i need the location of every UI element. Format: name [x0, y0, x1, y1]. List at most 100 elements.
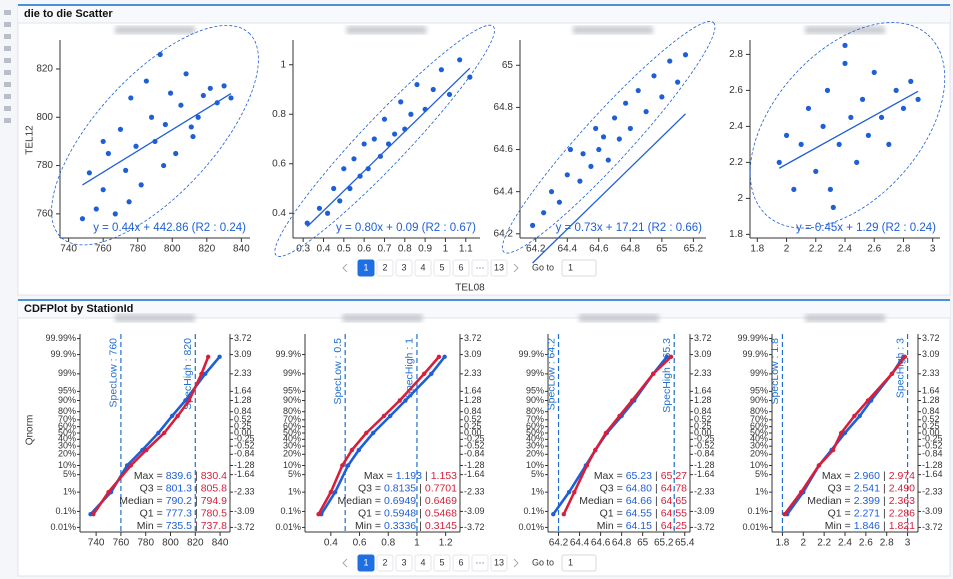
- page-button[interactable]: [395, 259, 413, 277]
- x-tick-label: 64.2: [549, 538, 569, 549]
- stat-separator: |: [655, 495, 658, 507]
- page-number: ···: [476, 262, 485, 272]
- point: [564, 172, 570, 178]
- y-tick-label: 65: [502, 60, 514, 71]
- page-button[interactable]: [376, 554, 394, 572]
- icon[interactable]: [4, 46, 11, 51]
- trendline-label: y = 0.80x + 0.09 (R2 : 0.67): [336, 222, 476, 234]
- chart: 64.2 64.4 64.6 64.8 65 65.2 65.40.01%0.1%1%5%1…: [518, 314, 715, 549]
- point: [871, 69, 877, 75]
- y2-tick-label: -1.64: [922, 469, 943, 479]
- point: [798, 141, 804, 147]
- stat-row: Min = 0.3336 | 0.3145: [355, 520, 457, 532]
- page-button[interactable]: [357, 554, 375, 572]
- stat-value: 780.5: [201, 507, 227, 519]
- y2-tick-label: -0.84: [234, 449, 255, 459]
- stat-separator: |: [883, 482, 886, 494]
- cdf-point: [186, 398, 192, 403]
- cdf-point: [551, 512, 556, 517]
- prev-page[interactable]: [342, 558, 348, 568]
- page-button[interactable]: [452, 259, 470, 277]
- chart-title-blurred: [805, 26, 885, 34]
- icon[interactable]: [4, 94, 11, 99]
- y-axis-label: TEL12: [25, 125, 36, 155]
- icon[interactable]: [4, 82, 11, 87]
- page-button[interactable]: [490, 554, 508, 572]
- y2-tick-label: 0.52: [234, 414, 252, 424]
- x-tick-label: 3: [905, 538, 911, 549]
- y-tick-label: 1%: [288, 487, 301, 497]
- spec-label: SpecHigh : 65.3: [661, 338, 673, 413]
- page-button[interactable]: [414, 259, 432, 277]
- stat-value: 735.5: [166, 520, 192, 532]
- y-tick-label: 99.99%: [737, 333, 768, 343]
- point: [830, 204, 836, 210]
- next-page[interactable]: [513, 263, 519, 273]
- page-button[interactable]: [433, 259, 451, 277]
- stat-value: 2.286: [889, 507, 915, 519]
- goto-input[interactable]: [561, 259, 597, 277]
- prev-page[interactable]: [342, 263, 348, 273]
- y-tick-label: 0.01%: [742, 522, 768, 532]
- page-button[interactable]: [433, 554, 451, 572]
- goto-input[interactable]: [561, 554, 597, 572]
- stat-value: 2.363: [889, 495, 915, 507]
- point: [438, 67, 444, 73]
- y2-tick-label: -0.84: [922, 449, 943, 459]
- point: [588, 163, 594, 169]
- page-button[interactable]: [357, 259, 375, 277]
- stat-row: Q1 = 64.55 | 64.55: [600, 507, 688, 519]
- page-button[interactable]: [395, 554, 413, 572]
- stat-row: Max = 2.960 | 2.974: [822, 470, 915, 482]
- cdf-point: [349, 447, 355, 453]
- y2-tick-label: 2.33: [694, 368, 712, 378]
- stat-label: Q1 =: [600, 507, 623, 519]
- icon[interactable]: [4, 70, 11, 75]
- icon[interactable]: [4, 22, 11, 27]
- spec-label: SpecHigh : 3: [894, 338, 906, 398]
- cdf-point: [830, 447, 836, 453]
- stat-value: 801.3: [166, 482, 192, 494]
- x-tick-label: 1: [443, 244, 449, 255]
- chart: 740 760 780 800 820 840 0.01% 0.1% 1% 5%10%20%30%…: [45, 314, 255, 549]
- y2-tick-label: -1.28: [694, 460, 715, 470]
- next-page[interactable]: [513, 558, 519, 568]
- icon[interactable]: [4, 118, 11, 123]
- y-tick-label: 1: [280, 59, 286, 70]
- stat-label: Median =: [579, 495, 623, 507]
- page-button[interactable]: [376, 259, 394, 277]
- y-tick-label: 70%: [750, 414, 768, 424]
- cdf-point: [442, 354, 447, 360]
- stat-separator: |: [195, 520, 198, 532]
- x-tick-label: 2: [784, 244, 790, 255]
- x-tick-label: 2.6: [859, 538, 873, 549]
- stat-value: 2.490: [889, 482, 915, 494]
- x-tick-label: 800: [164, 244, 181, 255]
- icon[interactable]: [4, 34, 11, 39]
- y2-tick-label: 1.28: [922, 395, 940, 405]
- page-button[interactable]: [471, 554, 489, 572]
- point: [377, 153, 384, 159]
- point: [836, 141, 842, 147]
- y2-tick-label: 0.00: [922, 427, 940, 437]
- page-button[interactable]: [452, 554, 470, 572]
- icon[interactable]: [4, 106, 11, 111]
- page-button[interactable]: [414, 554, 432, 572]
- page-button[interactable]: [490, 259, 508, 277]
- icon[interactable]: [4, 10, 11, 15]
- stat-row: Max = 1.193 | 1.153: [364, 470, 457, 482]
- point: [611, 115, 618, 121]
- page-number: ···: [476, 557, 485, 567]
- cdf-point: [584, 463, 590, 468]
- y-tick-label: 0.1%: [280, 506, 301, 516]
- point: [530, 222, 536, 228]
- y-tick-label: 95%: [750, 386, 768, 396]
- cdf-point: [436, 354, 442, 360]
- icon[interactable]: [4, 58, 11, 63]
- cdf-point: [865, 398, 871, 403]
- stat-separator: |: [655, 507, 658, 519]
- y2-tick-label: 0.25: [922, 421, 940, 431]
- page-button[interactable]: [471, 259, 489, 277]
- stat-separator: |: [195, 482, 198, 494]
- y2-tick-label: 1.28: [694, 395, 712, 405]
